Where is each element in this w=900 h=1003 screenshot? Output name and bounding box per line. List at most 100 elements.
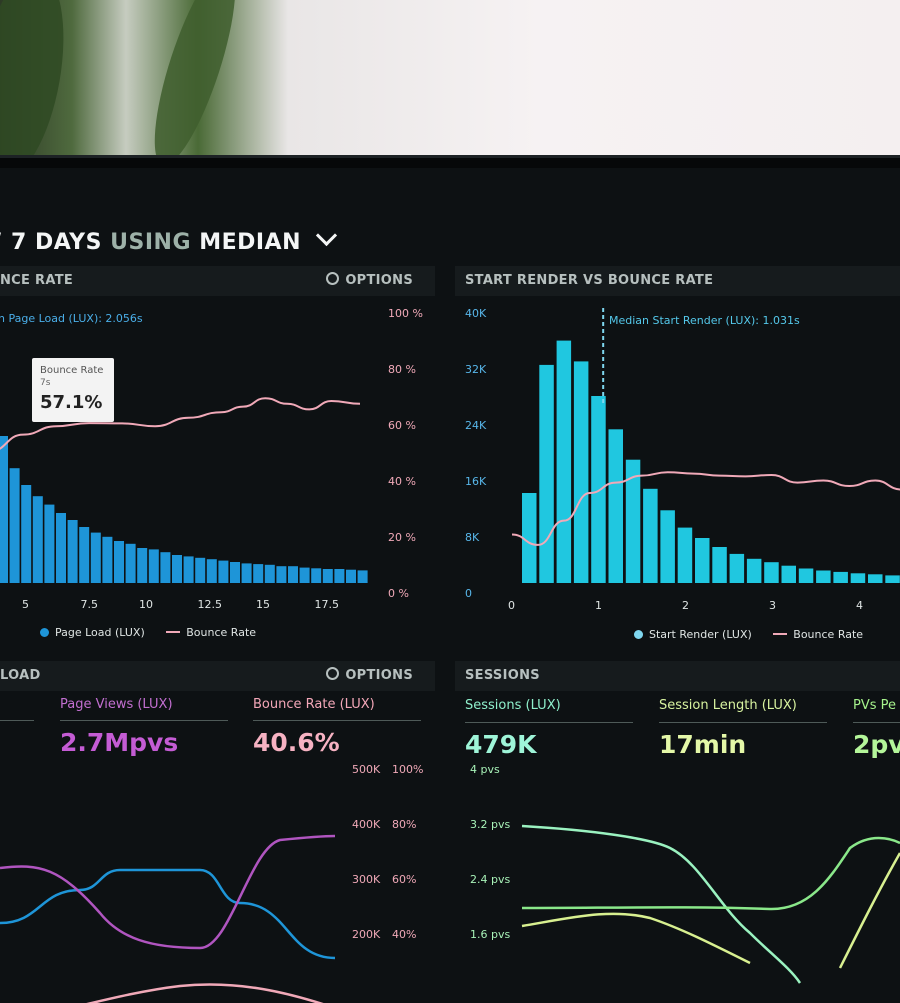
page-load-bar	[32, 496, 43, 583]
options-button[interactable]: OPTIONS	[326, 266, 413, 296]
legend-line-icon	[166, 631, 181, 633]
metric-underline	[853, 722, 900, 723]
load-panel-header: LOAD OPTIONS	[0, 661, 435, 691]
options-button[interactable]: OPTIONS	[326, 661, 413, 691]
y-tick-label: 8K	[465, 531, 480, 544]
y-tick-label: 0 %	[388, 587, 409, 600]
page-load-bar	[357, 570, 368, 583]
y-tick-label: 16K	[465, 475, 487, 488]
y-tick-label: 100 %	[388, 307, 423, 320]
y-tick-label: 24K	[465, 419, 487, 432]
page-load-bar	[21, 485, 32, 583]
page-load-bar	[0, 436, 8, 583]
x-tick-label: 12.5	[197, 598, 223, 611]
metric-underline	[465, 722, 633, 723]
start-render-bar	[522, 493, 537, 583]
y-tick-label: 500K	[352, 763, 381, 776]
header-using: USING	[110, 230, 192, 255]
x-tick-label: 4	[856, 599, 863, 612]
panel-title: START RENDER VS BOUNCE RATE	[465, 273, 714, 288]
start-render-bar	[695, 538, 710, 583]
page-load-bar	[90, 532, 101, 583]
chevron-down-icon[interactable]	[316, 224, 338, 247]
bounce-pink-line	[86, 983, 324, 1003]
monitor-bezel: ‘ 7 DAYS USING MEDIAN NCE RATE OPTIONS n…	[0, 155, 900, 1003]
start-render-bar	[556, 340, 572, 583]
x-tick-label: 1	[595, 599, 602, 612]
metric-underline	[0, 720, 34, 721]
legend-page-load: Page Load (LUX)	[55, 626, 145, 639]
page-load-bar	[276, 566, 287, 583]
start-render-bar	[764, 562, 779, 583]
start-render-bar	[591, 396, 606, 583]
options-label: OPTIONS	[345, 668, 413, 683]
gear-icon	[326, 667, 340, 680]
start-render-bar	[868, 574, 883, 583]
x-tick-label: 3	[769, 599, 776, 612]
sessions-value: 479K	[465, 730, 537, 759]
bounce-rate-line	[511, 471, 900, 546]
pvs-line	[521, 836, 900, 911]
page-load-bar	[9, 468, 20, 583]
page-load-bar	[79, 527, 90, 583]
session-length-line	[521, 912, 751, 965]
start-render-bar	[798, 568, 814, 583]
header-range: 7 DAYS	[11, 230, 102, 255]
page-views-value: 2.7Mpvs	[60, 728, 179, 757]
panel-title: NCE RATE	[0, 273, 74, 288]
bounce-tooltip: Bounce Rate 7s 57.1%	[32, 358, 114, 422]
page-load-bar	[253, 564, 264, 583]
page-load-bar	[172, 555, 182, 583]
y-tick-label: 40 %	[388, 475, 416, 488]
bounce-rate-chart	[0, 397, 368, 583]
y-tick-label: 100%	[392, 763, 424, 776]
page-load-bar	[230, 562, 240, 583]
tooltip-label: Bounce Rate	[40, 365, 104, 376]
legend-dot-icon	[634, 630, 643, 639]
bounce-rate-label: Bounce Rate (LUX)	[253, 697, 375, 712]
y-tick-label: 2.4 pvs	[470, 873, 511, 886]
session-length-label: Session Length (LUX)	[659, 698, 797, 713]
x-tick-label: 0	[508, 599, 515, 612]
y-tick-label: 20 %	[388, 531, 416, 544]
date-range-selector[interactable]: ‘ 7 DAYS USING MEDIAN	[0, 224, 338, 255]
page-load-bar	[125, 543, 136, 583]
legend-start-render: Start Render (LUX)	[649, 628, 752, 641]
start-render-bar	[677, 527, 693, 583]
page-load-bar	[114, 541, 124, 583]
page-load-bar	[299, 567, 310, 583]
page-load-bar	[67, 520, 78, 583]
page-load-bar	[102, 536, 113, 583]
pvs-per-session-label: PVs Pe	[853, 698, 897, 713]
start-render-panel-header: START RENDER VS BOUNCE RATE	[455, 266, 900, 296]
start-render-bar	[746, 558, 762, 583]
sessions-panel-header: SESSIONS	[455, 661, 900, 691]
page-load-bar	[160, 552, 171, 583]
y-tick-label: 1.6 pvs	[470, 928, 511, 941]
start-render-bar	[885, 575, 900, 583]
page-views-label: Page Views (LUX)	[60, 697, 173, 712]
render-legend: Start Render (LUX) Bounce Rate	[634, 628, 863, 641]
legend-line-icon	[773, 633, 788, 635]
load-chart	[0, 834, 336, 1003]
start-render-bar	[573, 361, 589, 583]
page-load-bar	[346, 569, 356, 583]
page-load-bar	[334, 569, 345, 583]
dashboard-screen: ‘ 7 DAYS USING MEDIAN NCE RATE OPTIONS n…	[0, 168, 900, 1003]
pvs-per-session-value: 2pv	[853, 730, 900, 759]
y-tick-label: 200K	[352, 928, 381, 941]
page-load-bar	[195, 557, 206, 583]
start-render-chart	[511, 308, 900, 583]
sessions-chart	[521, 824, 900, 984]
tooltip-value: 57.1%	[40, 392, 103, 413]
page-load-bar	[148, 549, 159, 583]
session-length-line	[838, 852, 900, 969]
start-render-bar	[781, 565, 796, 583]
x-tick-label: 2	[682, 599, 689, 612]
start-render-bar	[608, 429, 623, 583]
y-tick-label: 40%	[392, 928, 417, 941]
metric-underline	[60, 720, 228, 721]
page-load-bar	[264, 564, 275, 583]
start-render-bar	[625, 459, 641, 583]
header-median: MEDIAN	[199, 230, 301, 255]
